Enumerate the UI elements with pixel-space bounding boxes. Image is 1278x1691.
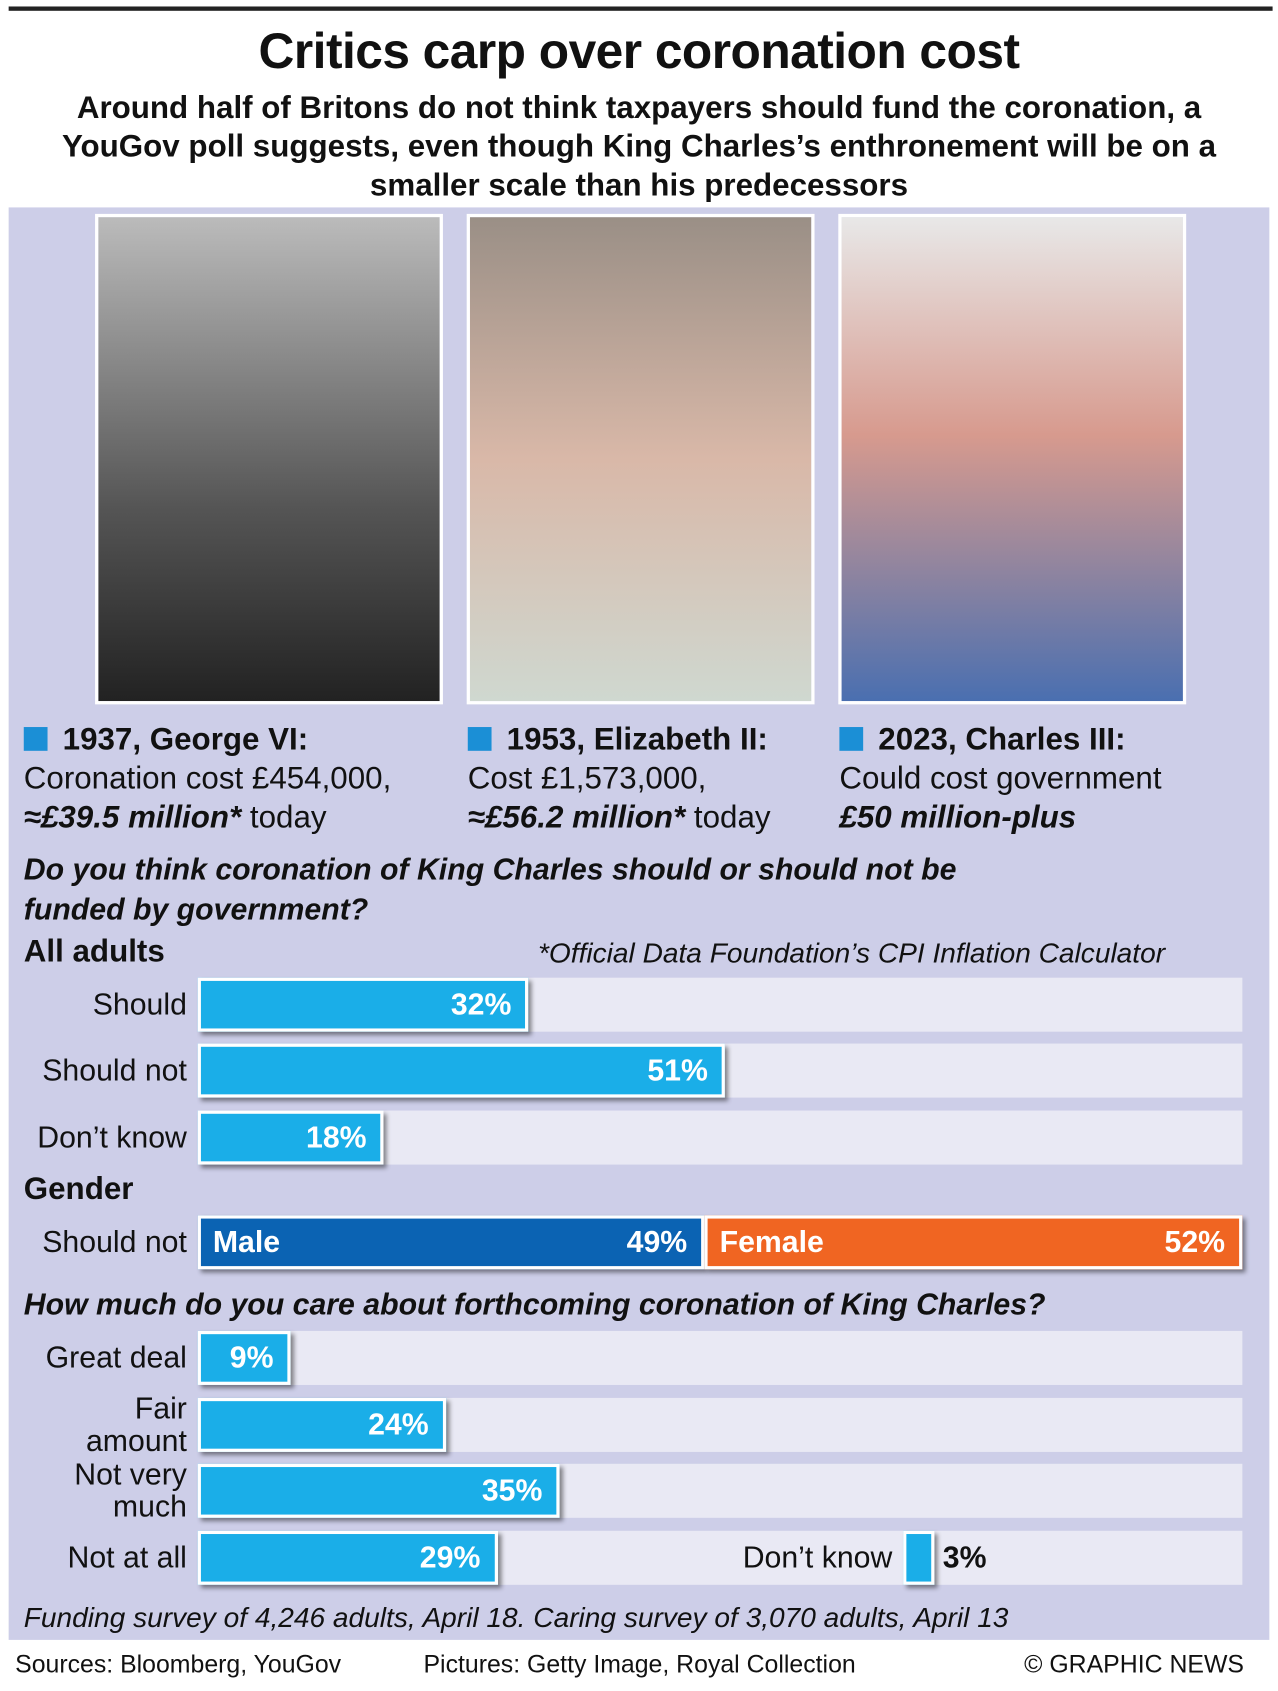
track xyxy=(197,1330,1243,1385)
caption-line: ≈£39.5 million* today xyxy=(24,798,392,837)
value-label: 52% xyxy=(1164,1225,1226,1259)
value-label: 24% xyxy=(368,1407,429,1442)
value-label: 51% xyxy=(647,1053,708,1087)
caption-line: Could cost government xyxy=(839,761,1162,797)
bar xyxy=(704,1215,1243,1270)
caption-heading: 2023, Charles III: xyxy=(839,721,1161,760)
pictures: Pictures: Getty Image, Royal Collection xyxy=(423,1649,856,1678)
marker xyxy=(467,727,492,751)
category-label: Not very much xyxy=(74,1457,187,1524)
category-label: Should not xyxy=(42,1225,187,1259)
bar xyxy=(197,1215,705,1270)
category-label: Don’t know xyxy=(742,1540,893,1574)
suffix: today xyxy=(693,800,771,836)
value-label: 29% xyxy=(419,1540,481,1574)
bar xyxy=(197,977,529,1032)
photo xyxy=(466,213,815,705)
category-label: Fair amount xyxy=(85,1391,187,1458)
survey-note: Funding survey of 4,246 adults, April 18… xyxy=(23,1601,1009,1634)
caption-line: Coronation cost £454,000, xyxy=(23,761,392,797)
caption-heading: 1937, George VI: xyxy=(23,721,392,760)
value-label: 9% xyxy=(229,1340,274,1375)
caption: 1953, Elizabeth II: Cost £1,573,000, ≈£5… xyxy=(467,721,771,838)
value-label: 3% xyxy=(942,1540,987,1574)
category-label: Should xyxy=(92,987,187,1021)
question: How much do you care about forthcoming c… xyxy=(23,1287,1046,1322)
bar xyxy=(197,1397,446,1452)
question: Do you think coronation of King Charles … xyxy=(23,852,957,926)
cost: ≈£39.5 million* xyxy=(23,800,242,836)
caption-line: £50 million-plus xyxy=(839,798,1161,837)
bar xyxy=(197,1530,498,1585)
value-label: 35% xyxy=(481,1473,543,1508)
bar xyxy=(197,1110,384,1165)
sources: Sources: Bloomberg, YouGov xyxy=(15,1649,342,1678)
value-label: 18% xyxy=(306,1120,367,1154)
photo xyxy=(838,213,1187,705)
bar xyxy=(197,1463,560,1518)
heading: 1937, George VI: xyxy=(62,722,309,758)
credit: © GRAPHIC NEWS xyxy=(1024,1649,1244,1678)
subtitle: Around half of Britons do not think taxp… xyxy=(61,90,1217,204)
category-label: Don’t know xyxy=(37,1120,187,1154)
suffix: today xyxy=(249,800,327,836)
caption: 2023, Charles III: Could cost government… xyxy=(839,721,1162,838)
bar xyxy=(197,1043,726,1098)
bar xyxy=(197,1330,291,1385)
top-rule xyxy=(8,6,1273,11)
series-name: Male xyxy=(212,1225,281,1259)
footnote: *Official Data Foundation’s CPI Inflatio… xyxy=(537,936,1166,970)
series-name: Female xyxy=(719,1225,824,1259)
heading: 2023, Charles III: xyxy=(878,722,1126,758)
value-label: 32% xyxy=(450,987,512,1021)
category-label: Great deal xyxy=(45,1340,187,1375)
photo xyxy=(95,213,443,705)
group-label: All adults xyxy=(23,934,165,970)
caption: 1937, George VI: Coronation cost £454,00… xyxy=(23,721,392,838)
marker xyxy=(23,727,48,751)
caption-heading: 1953, Elizabeth II: xyxy=(467,721,771,760)
caption-line: ≈£56.2 million* today xyxy=(468,798,771,837)
heading: 1953, Elizabeth II: xyxy=(506,722,768,758)
cost: ≈£56.2 million* xyxy=(467,800,686,836)
group-label: Gender xyxy=(23,1172,134,1207)
category-label: Not at all xyxy=(67,1540,187,1574)
cost: £50 million-plus xyxy=(839,800,1077,836)
value-label: 49% xyxy=(626,1225,688,1259)
title: Critics carp over coronation cost xyxy=(258,22,1020,79)
bar xyxy=(903,1530,935,1585)
category-label: Should not xyxy=(42,1053,187,1087)
caption-line: Cost £1,573,000, xyxy=(467,761,707,797)
marker xyxy=(839,727,864,751)
